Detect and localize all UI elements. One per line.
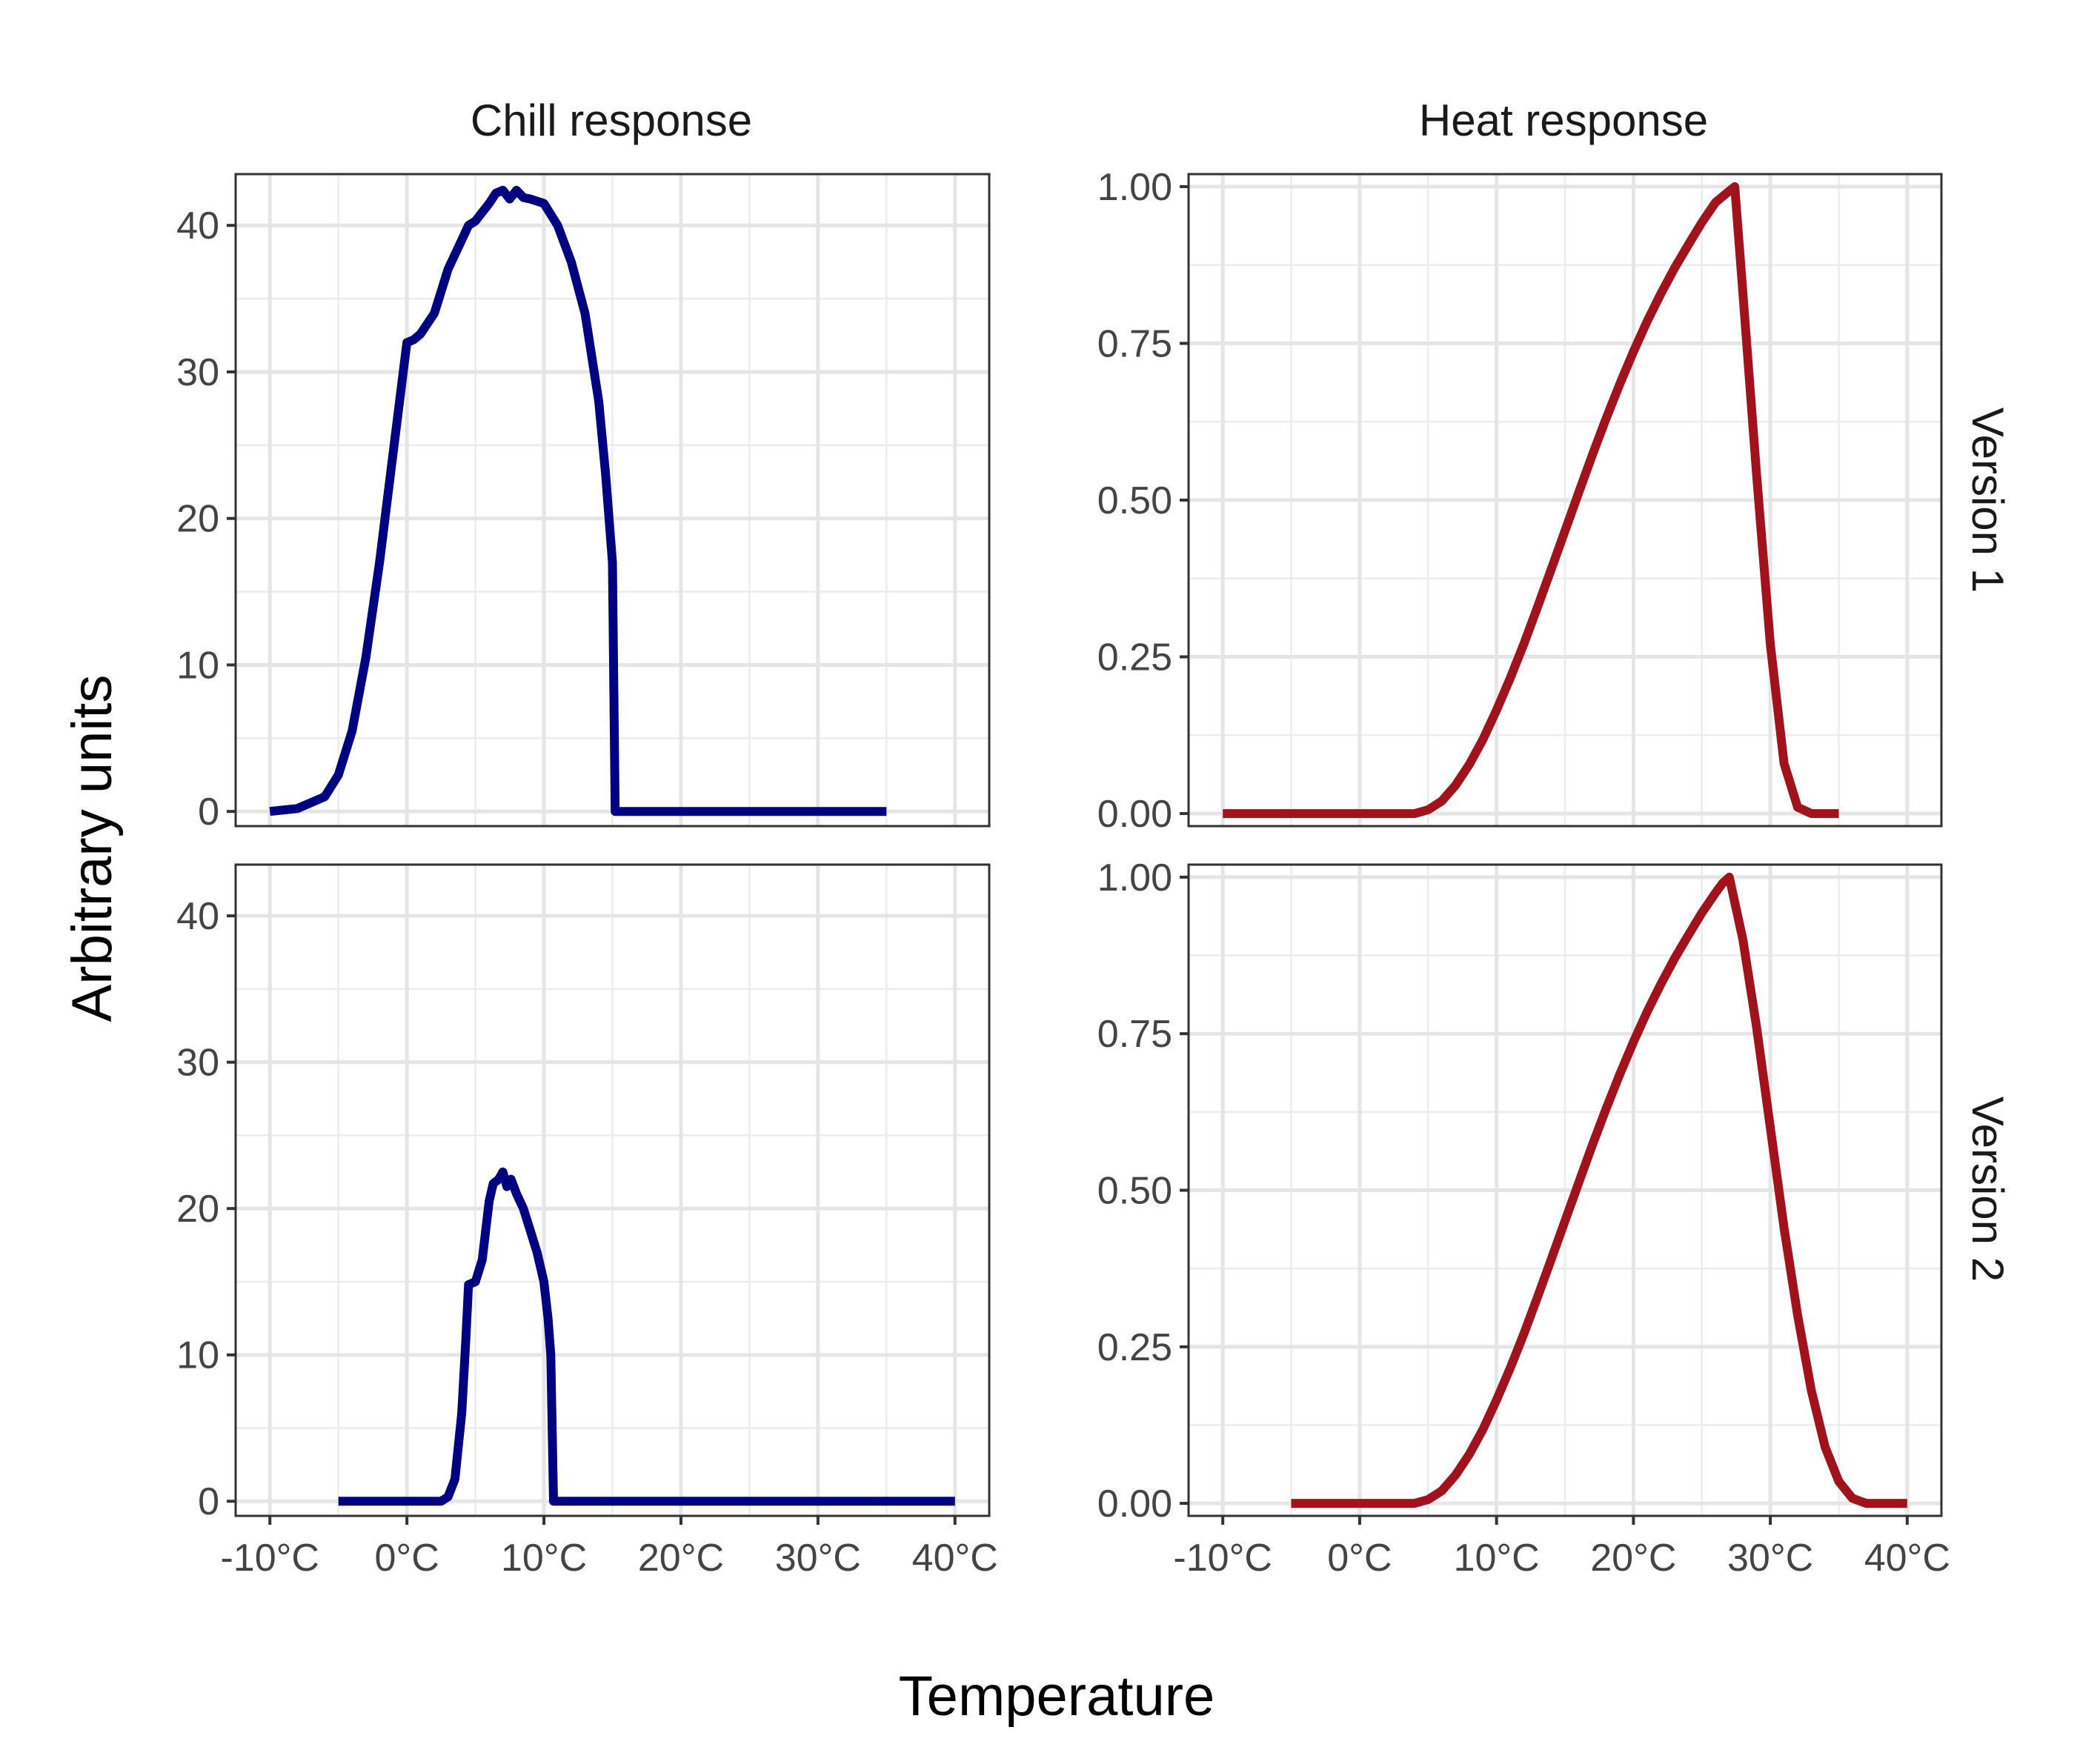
panel-version-2-heat-response: 0.00 0.25 0.50 0.75 1.00 -10°C 0°C 10°C 20°C 30°C… bbox=[1097, 856, 1950, 1580]
y-tick-label: 40 bbox=[176, 204, 219, 247]
y-tick-label: 1.00 bbox=[1097, 856, 1172, 899]
y-tick-label: 0.75 bbox=[1097, 1013, 1172, 1056]
x-tick-label: -10°C bbox=[1173, 1537, 1272, 1580]
panel-version-1-chill-response: 0 10 20 30 40 bbox=[176, 173, 991, 834]
x-tick-label: 10°C bbox=[501, 1537, 587, 1580]
y-tick-label: 0.25 bbox=[1097, 1326, 1172, 1369]
x-tick-label: 30°C bbox=[1727, 1537, 1813, 1580]
series-line-chill-response bbox=[338, 1167, 955, 1506]
y-tick-label: 0.50 bbox=[1097, 479, 1172, 522]
y-tick-label: 10 bbox=[176, 1334, 219, 1377]
y-tick-label: 10 bbox=[176, 644, 219, 687]
y-tick-label: 30 bbox=[176, 1042, 219, 1085]
panel-version-2-chill-response: 0 10 20 30 40 -10°C 0°C 10°C 20°C 30°C 40°C bbox=[176, 863, 998, 1580]
y-tick-label: 0.00 bbox=[1097, 793, 1172, 836]
y-tick-label: 20 bbox=[176, 498, 219, 541]
series-line-chill-response bbox=[269, 185, 887, 816]
x-tick-label: -10°C bbox=[220, 1537, 319, 1580]
x-tick-label: 10°C bbox=[1454, 1537, 1540, 1580]
x-tick-label: 20°C bbox=[1590, 1537, 1676, 1580]
strip-label-chill-response: Chill response bbox=[471, 96, 752, 145]
x-tick-label: 20°C bbox=[638, 1537, 724, 1580]
panel-border bbox=[234, 173, 991, 828]
panel-group: 0 10 20 30 40 0.00 0.25 0.50 0.75 1.00 0 10 20 30 40 -1… bbox=[176, 166, 1950, 1580]
y-axis-title: Arbitrary units bbox=[61, 675, 124, 1022]
y-tick-label: 0.00 bbox=[1097, 1483, 1172, 1526]
x-tick-label: 40°C bbox=[912, 1537, 998, 1580]
panel-version-1-heat-response: 0.00 0.25 0.50 0.75 1.00 bbox=[1097, 166, 1943, 836]
x-tick-label: 0°C bbox=[1327, 1537, 1392, 1580]
strip-label-heat-response: Heat response bbox=[1419, 96, 1708, 145]
panel-border bbox=[234, 863, 991, 1517]
y-tick-label: 0.75 bbox=[1097, 322, 1172, 365]
x-tick-label: 40°C bbox=[1864, 1537, 1950, 1580]
strip-label-version-2: Version 2 bbox=[1963, 1097, 2013, 1282]
y-tick-label: 0 bbox=[198, 791, 219, 834]
x-tick-label: 0°C bbox=[374, 1537, 439, 1580]
y-tick-label: 0 bbox=[198, 1480, 219, 1523]
series-line-heat-response bbox=[1223, 182, 1839, 819]
y-tick-label: 20 bbox=[176, 1188, 219, 1231]
x-tick-label: 30°C bbox=[775, 1537, 861, 1580]
strip-label-version-1: Version 1 bbox=[1963, 407, 2013, 593]
x-axis-title: Temperature bbox=[899, 1665, 1215, 1728]
y-tick-label: 0.50 bbox=[1097, 1170, 1172, 1213]
series-line-heat-response bbox=[1291, 872, 1907, 1508]
y-tick-label: 1.00 bbox=[1097, 166, 1172, 209]
y-tick-label: 30 bbox=[176, 351, 219, 394]
y-tick-label: 40 bbox=[176, 895, 219, 938]
y-tick-label: 0.25 bbox=[1097, 636, 1172, 679]
